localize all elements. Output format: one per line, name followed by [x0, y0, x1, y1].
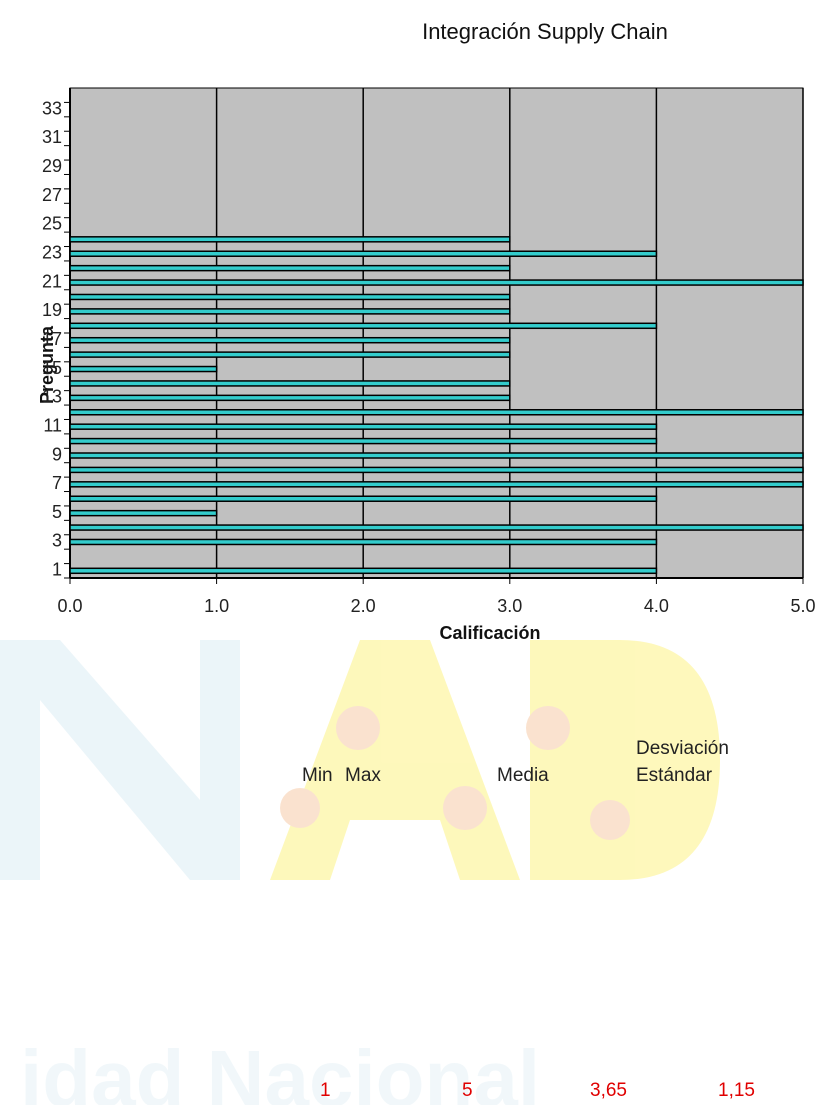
y-tick-label: 13: [42, 387, 62, 407]
y-tick-label: 29: [42, 156, 62, 176]
watermark-a: [270, 640, 520, 880]
y-tick-label: 15: [42, 358, 62, 378]
bar: [69, 351, 511, 358]
y-tick-label: 3: [52, 531, 62, 551]
bar: [69, 279, 804, 286]
stats-header: Desviación Estándar: [636, 738, 729, 786]
x-tick-label: 5.0: [790, 596, 815, 616]
stats-value: 3,65: [590, 1080, 627, 1101]
bar: [69, 437, 658, 445]
bar: [69, 466, 804, 474]
stats-value: 1: [320, 1080, 331, 1101]
watermark-text: idad Nacional: [20, 1034, 540, 1105]
bar: [69, 250, 658, 257]
y-tick-label: 25: [42, 214, 62, 234]
y-tick-label: 33: [42, 98, 62, 118]
y-tick-label: 31: [42, 127, 62, 147]
bar: [69, 336, 511, 344]
stats-value: 1,15: [718, 1080, 755, 1101]
y-tick-label: 7: [52, 473, 62, 493]
bar: [69, 538, 658, 546]
x-tick-label: 4.0: [644, 596, 669, 616]
x-tick-label: 3.0: [497, 596, 522, 616]
x-tick-label: 2.0: [351, 596, 376, 616]
x-tick-label: 1.0: [204, 596, 229, 616]
y-tick-label: 9: [52, 444, 62, 464]
stats-header: Max: [345, 765, 381, 786]
stats-value: 5: [462, 1080, 473, 1101]
watermark-dot: [443, 786, 487, 830]
watermark-n: [0, 640, 240, 880]
watermark-dot: [590, 800, 630, 840]
bar: [69, 380, 511, 387]
y-tick-label: 1: [52, 560, 62, 580]
x-tick-label: 0.0: [57, 596, 82, 616]
bar: [69, 322, 658, 330]
chart-title: Integración Supply Chain: [422, 19, 668, 44]
bar: [69, 365, 218, 373]
y-tick-label: 17: [42, 329, 62, 349]
y-axis-label: Pregunta: [37, 325, 57, 404]
watermark-dot: [280, 788, 320, 828]
bar: [69, 293, 511, 301]
watermark-dot: [336, 706, 380, 750]
plot-area: [69, 87, 804, 579]
y-tick-label: 21: [42, 271, 62, 291]
y-tick-label: 5: [52, 502, 62, 522]
stats-header: Media: [497, 765, 549, 786]
bar: [69, 236, 511, 243]
y-tick-label: 23: [42, 242, 62, 262]
bar: [69, 495, 658, 502]
watermark: idad Nacional: [0, 640, 720, 1105]
watermark-dot: [526, 706, 570, 750]
bar: [69, 409, 804, 416]
watermark-d: [530, 640, 720, 880]
bar: [69, 308, 511, 315]
y-tick-label: 11: [43, 415, 62, 435]
x-axis-label: Calificación: [439, 623, 540, 643]
bar: [69, 524, 804, 531]
y-tick-label: 19: [42, 300, 62, 320]
bar: [69, 264, 511, 272]
bar: [69, 423, 658, 430]
bar: [69, 567, 658, 575]
bar: [69, 452, 804, 459]
stats-header: Min: [302, 765, 333, 786]
y-tick-label: 27: [42, 185, 62, 205]
bar: [69, 509, 218, 517]
bar: [69, 481, 804, 488]
bar: [69, 394, 511, 402]
